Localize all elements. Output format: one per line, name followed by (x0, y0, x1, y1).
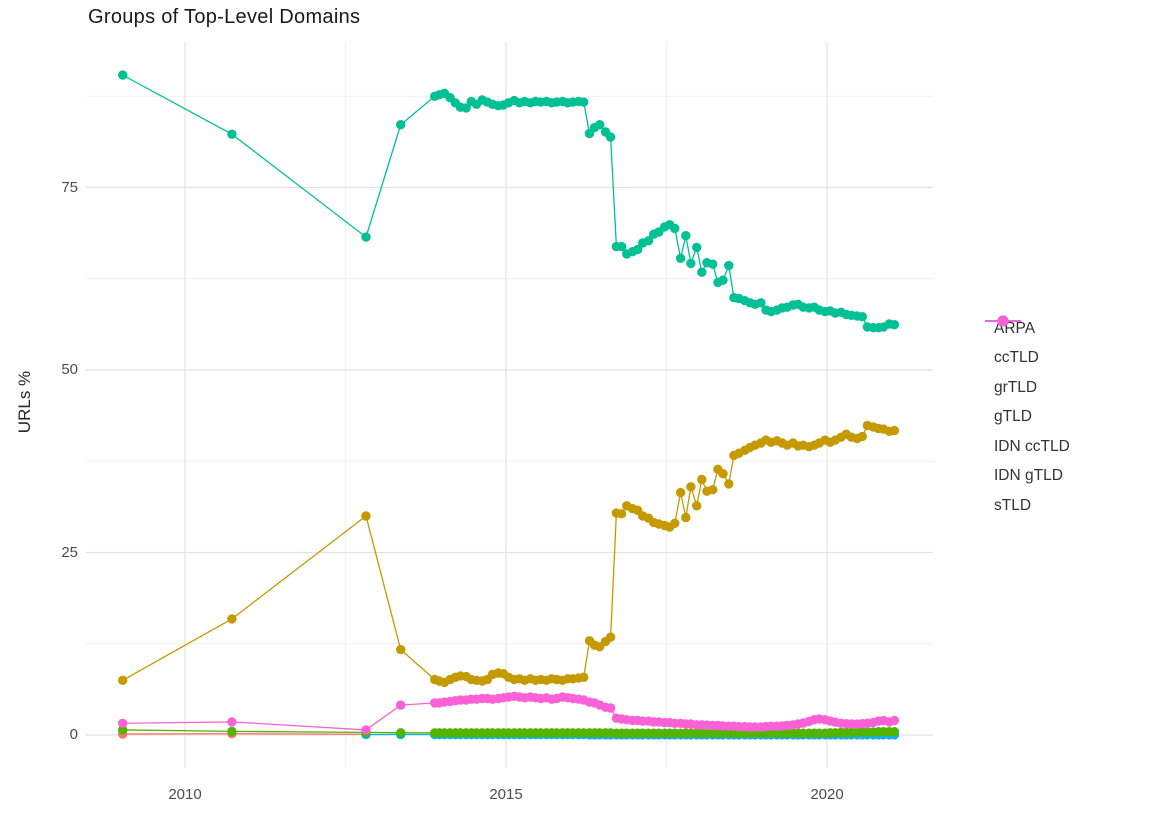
legend-item-cctld: ccTLD (983, 315, 1070, 374)
data-point-cctld (686, 482, 696, 492)
series-line-arpa (122, 733, 367, 735)
series-gtld (118, 70, 900, 333)
legend-item-gtld: gTLD (983, 315, 1070, 433)
data-point-grtld (227, 726, 237, 737)
data-point-cctld (579, 672, 589, 682)
data-point-cctld (361, 511, 371, 521)
data-point-gtld (396, 120, 406, 130)
legend-item-grtld: grTLD (983, 315, 1070, 403)
data-point-gtld (670, 223, 680, 234)
data-point-gtld (708, 259, 718, 269)
data-point-gtld (579, 97, 589, 107)
data-point-cctld (724, 479, 734, 489)
y-axis-tick-label: 75 (61, 178, 78, 196)
data-point-gtld (616, 241, 627, 252)
data-point-stld (396, 700, 406, 710)
data-point-gtld (756, 298, 766, 308)
legend-label: gTLD (994, 408, 1032, 426)
data-point-stld (118, 718, 128, 728)
data-point-gtld (605, 132, 616, 142)
data-point-gtld (697, 267, 707, 277)
x-axis-tick-label: 2015 (489, 786, 523, 803)
data-point-cctld (708, 485, 718, 495)
data-point-stld (227, 717, 237, 727)
x-axis-tick-label: 2020 (810, 786, 844, 803)
data-point-stld (605, 703, 616, 713)
data-point-stld (889, 715, 900, 726)
series-line-gtld (122, 74, 895, 329)
series-cctld (118, 420, 900, 688)
data-point-cctld (118, 675, 128, 685)
data-point-cctld (396, 644, 406, 655)
data-point-gtld (675, 253, 686, 263)
data-point-cctld (692, 501, 702, 511)
data-point-cctld (616, 509, 627, 519)
data-point-cctld (675, 487, 686, 498)
data-point-gtld (692, 242, 702, 253)
legend-item-idn-cctld: IDN ccTLD (983, 315, 1070, 462)
data-point-cctld (718, 469, 728, 479)
y-axis-tick-label: 25 (61, 543, 78, 561)
data-point-gtld (227, 129, 237, 139)
data-point-cctld (889, 425, 900, 436)
data-point-cctld (681, 512, 691, 523)
legend-key-stld-icon (985, 315, 1021, 327)
data-point-gtld (461, 103, 471, 113)
data-point-gtld (361, 232, 371, 242)
data-point-grtld (889, 727, 900, 737)
data-point-grtld (118, 725, 128, 735)
data-point-gtld (595, 120, 605, 130)
legend-key-point (997, 315, 1009, 327)
data-point-gtld (632, 244, 643, 255)
x-axis-tick-label: 2010 (168, 786, 202, 803)
legend-label: grTLD (994, 378, 1038, 396)
series-grtld (118, 725, 900, 738)
legend-label: IDN ccTLD (994, 437, 1070, 455)
data-point-cctld (670, 518, 680, 528)
data-point-gtld (724, 260, 734, 271)
data-point-cctld (227, 614, 237, 624)
data-point-gtld (118, 70, 128, 80)
legend-label: ccTLD (994, 349, 1039, 367)
legend-item-idn-gtld: IDN gTLD (983, 315, 1070, 492)
legend-label: sTLD (994, 496, 1032, 514)
data-point-cctld (605, 632, 616, 642)
data-point-grtld (396, 728, 406, 738)
chart-title: Groups of Top-Level Domains (88, 6, 361, 28)
data-point-gtld (718, 275, 728, 285)
data-point-gtld (857, 312, 867, 322)
y-axis-tick-label: 0 (69, 726, 78, 743)
series-stld (118, 691, 900, 735)
y-axis-title: URLs % (15, 370, 34, 434)
legend: ARPA ccTLD grTLD gTLD IDN ccTLD IDN gTLD sTLD (983, 314, 1070, 521)
data-point-cctld (857, 431, 867, 442)
legend-label: IDN gTLD (994, 467, 1063, 485)
data-point-gtld (889, 320, 900, 330)
data-point-cctld (697, 474, 707, 485)
data-point-gtld (686, 258, 696, 269)
legend-item-stld: sTLD (983, 315, 1070, 521)
data-point-gtld (643, 236, 654, 246)
data-point-gtld (681, 231, 691, 241)
y-axis-tick-label: 50 (61, 361, 78, 378)
data-point-stld (361, 725, 371, 735)
